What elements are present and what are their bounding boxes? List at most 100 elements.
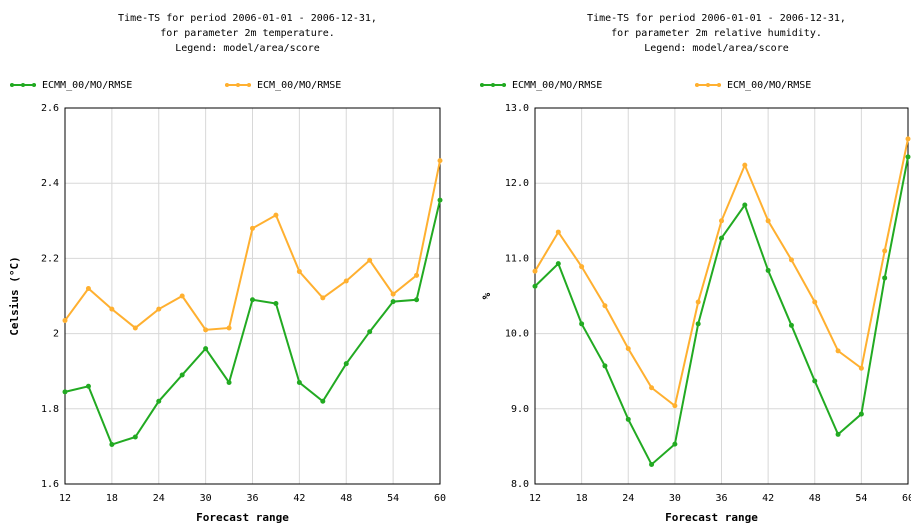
- data-point: [250, 225, 255, 231]
- x-tick-label: 12: [59, 493, 71, 504]
- legend-marker: [706, 83, 710, 87]
- data-point: [602, 363, 608, 369]
- data-point: [367, 329, 373, 335]
- data-point: [250, 297, 255, 303]
- data-point: [765, 267, 771, 273]
- data-point: [390, 299, 396, 305]
- data-point: [719, 235, 724, 241]
- x-tick-label: 48: [809, 493, 821, 504]
- chart-title: for parameter 2m relative humidity.: [611, 28, 822, 39]
- data-point: [414, 272, 420, 278]
- data-point: [62, 389, 68, 395]
- y-axis-label: Celsius (°C): [8, 256, 21, 335]
- x-tick-label: 24: [622, 493, 634, 504]
- data-point: [367, 257, 373, 263]
- x-tick-label: 36: [246, 493, 258, 504]
- data-point: [156, 398, 162, 404]
- data-point: [905, 136, 911, 142]
- data-point: [555, 261, 561, 267]
- legend-marker: [480, 83, 484, 87]
- data-point: [179, 293, 185, 299]
- data-point: [835, 431, 841, 437]
- data-point: [905, 154, 911, 160]
- legend-marker: [236, 83, 240, 87]
- data-point: [132, 325, 138, 331]
- y-tick-label: 1.8: [41, 404, 59, 415]
- chart-title: Legend: model/area/score: [175, 43, 320, 54]
- y-tick-label: 1.6: [41, 479, 59, 490]
- data-point: [437, 197, 443, 203]
- data-point: [742, 162, 748, 168]
- data-point: [858, 365, 864, 371]
- legend-marker: [10, 83, 14, 87]
- y-tick-label: 2.6: [41, 103, 59, 114]
- data-point: [579, 321, 585, 327]
- data-point: [532, 268, 538, 274]
- data-point: [343, 278, 349, 284]
- legend-marker: [247, 83, 251, 87]
- data-point: [579, 264, 585, 270]
- legend-label: ECM_00/MO/RMSE: [257, 80, 341, 91]
- data-point: [226, 325, 232, 331]
- data-point: [320, 398, 326, 404]
- data-point: [109, 306, 115, 312]
- legend-marker: [491, 83, 495, 87]
- data-point: [343, 361, 349, 367]
- data-point: [602, 303, 608, 309]
- data-point: [179, 372, 185, 378]
- data-point: [649, 385, 655, 391]
- legend-label: ECM_00/MO/RMSE: [727, 80, 811, 91]
- data-point: [132, 434, 138, 440]
- legend-marker: [225, 83, 229, 87]
- x-tick-label: 24: [153, 493, 165, 504]
- data-point: [672, 441, 678, 447]
- data-point: [390, 291, 396, 297]
- y-axis-label: %: [480, 292, 493, 299]
- data-point: [296, 379, 302, 385]
- data-point: [882, 275, 888, 281]
- data-point: [625, 416, 631, 422]
- data-point: [62, 317, 68, 323]
- y-tick-label: 13.0: [505, 103, 529, 114]
- x-tick-label: 30: [669, 493, 681, 504]
- x-tick-label: 36: [715, 493, 727, 504]
- x-tick-label: 30: [200, 493, 212, 504]
- x-tick-label: 18: [576, 493, 588, 504]
- data-point: [788, 257, 794, 263]
- x-tick-label: 18: [106, 493, 118, 504]
- legend-marker: [502, 83, 506, 87]
- y-tick-label: 11.0: [505, 253, 529, 264]
- data-point: [812, 299, 818, 305]
- data-point: [85, 383, 91, 389]
- data-point: [812, 378, 818, 384]
- data-point: [226, 379, 232, 385]
- data-point: [296, 269, 302, 275]
- legend-marker: [695, 83, 699, 87]
- y-tick-label: 8.0: [511, 479, 529, 490]
- data-point: [649, 461, 655, 467]
- data-point: [788, 322, 794, 328]
- x-axis-label: Forecast range: [665, 511, 758, 524]
- data-point: [273, 212, 279, 218]
- data-point: [109, 442, 115, 448]
- x-axis-label: Forecast range: [196, 511, 289, 524]
- data-point: [858, 411, 864, 417]
- data-point: [695, 299, 701, 305]
- y-tick-label: 9.0: [511, 404, 529, 415]
- x-tick-label: 60: [902, 493, 911, 504]
- chart-title: Legend: model/area/score: [644, 43, 789, 54]
- data-point: [882, 248, 888, 254]
- chart-title: for parameter 2m temperature.: [160, 28, 335, 39]
- data-point: [273, 301, 279, 307]
- legend-marker: [717, 83, 721, 87]
- y-tick-label: 10.0: [505, 329, 529, 340]
- x-tick-label: 60: [434, 493, 446, 504]
- data-point: [203, 346, 209, 352]
- legend-label: ECMM_00/MO/RMSE: [512, 80, 602, 91]
- x-tick-label: 42: [762, 493, 774, 504]
- x-tick-label: 54: [855, 493, 867, 504]
- data-point: [835, 348, 841, 354]
- data-point: [555, 229, 561, 235]
